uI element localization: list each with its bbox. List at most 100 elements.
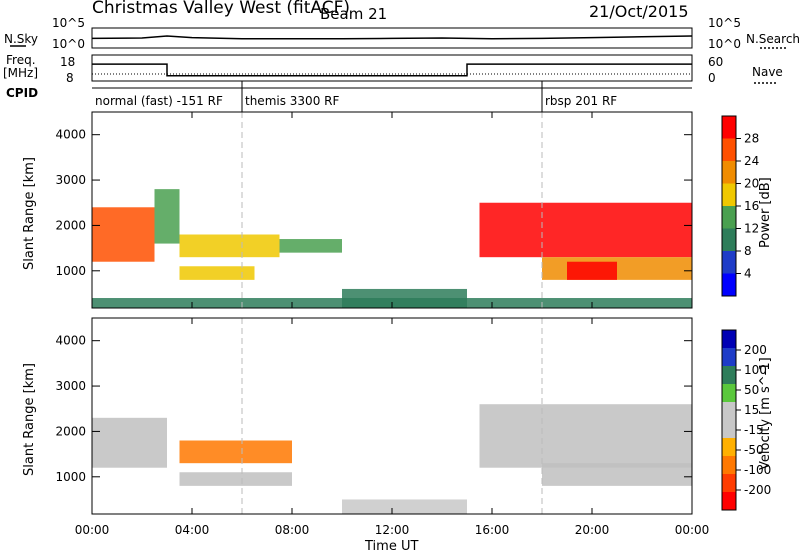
colorbar-swatch: [722, 251, 736, 274]
colorbar-tick-label: 24: [744, 154, 759, 168]
velocity-y-axis-label: Slant Range [km]: [22, 363, 37, 476]
nsky-label: N.Sky: [4, 32, 38, 46]
colorbar-tick-label: 28: [744, 132, 759, 146]
y-tick-label: 3000: [55, 173, 86, 187]
freq-right-tick-top: 60: [708, 55, 723, 69]
freq-line: [92, 63, 692, 77]
freq-left-tick-bottom: 8: [66, 71, 74, 85]
nsky-line: [91, 35, 693, 40]
colorbar-swatch: [722, 366, 736, 384]
noise-left-tick-top: 10^5: [52, 16, 85, 30]
x-tick-label: 00:00: [675, 523, 710, 537]
heatmap-cell: [567, 261, 617, 280]
y-tick-label: 1000: [55, 470, 86, 484]
cpid-segment-label: themis 3300 RF: [245, 94, 339, 108]
cpid-label: CPID: [6, 86, 38, 100]
colorbar-tick-label: 4: [744, 267, 752, 281]
x-tick-label: 00:00: [75, 523, 110, 537]
y-tick-label: 4000: [55, 128, 86, 142]
nsearch-label: N.Search: [746, 32, 800, 46]
colorbar-tick-label: 20: [744, 177, 759, 191]
heatmap-cell: [179, 266, 255, 280]
colorbar-frame: [721, 329, 737, 511]
colorbar-swatch: [722, 273, 736, 296]
x-tick-label: 20:00: [575, 523, 610, 537]
heatmap-cell: [179, 440, 292, 464]
colorbar-swatch: [722, 138, 736, 161]
power-panel: [91, 111, 693, 309]
heatmap-cell: [154, 189, 180, 244]
colorbar-swatch: [722, 330, 736, 348]
beam-label: Beam 21: [320, 5, 387, 23]
freq-left-tick-top: 18: [60, 55, 75, 69]
colorbar-swatch: [722, 161, 736, 184]
colorbar-tick-label: -100: [744, 463, 771, 477]
colorbar-tick-label: -50: [744, 443, 764, 457]
velocity-colorbar: 200 100 50 15 -15 -50 -100 -200: [721, 329, 771, 511]
freq-series: [92, 63, 692, 77]
colorbar-swatch: [722, 492, 736, 510]
cpid-segment-label: normal (fast) -151 RF: [95, 94, 223, 108]
heatmap-cell: [92, 417, 167, 468]
power-colorbar: 28 24 20 16 12 8 4: [721, 115, 759, 297]
colorbar-tick-label: 16: [744, 199, 759, 213]
x-tick-label: 16:00: [475, 523, 510, 537]
y-tick-label: 4000: [55, 334, 86, 348]
power-y-axis: 4000 3000 2000 1000: [55, 128, 692, 278]
heatmap-cell: [542, 463, 692, 486]
colorbar-swatch: [722, 384, 736, 402]
x-tick-label: 08:00: [275, 523, 310, 537]
colorbar-swatch: [722, 183, 736, 206]
colorbar-swatch: [722, 402, 736, 420]
colorbar-swatch: [722, 206, 736, 229]
heatmap-cell: [92, 207, 155, 262]
colorbar-swatch: [722, 474, 736, 492]
velocity-y-axis: 4000 3000 2000 1000: [55, 334, 692, 484]
colorbar-tick-label: 200: [744, 343, 767, 357]
nave-label: Nave: [752, 65, 783, 79]
colorbar-swatch: [722, 420, 736, 438]
velocity-colorbar-label: Velocity [m s^-1]: [758, 357, 773, 470]
colorbar-swatch: [722, 228, 736, 251]
colorbar-swatch: [722, 116, 736, 139]
noise-series: [91, 35, 693, 40]
time-x-axis: 00:00 04:00 08:00 12:00 16:00 20:00 00:00: [75, 112, 710, 537]
y-tick-label: 3000: [55, 379, 86, 393]
heatmap-cell: [179, 234, 280, 258]
y-tick-label: 1000: [55, 264, 86, 278]
velocity-heatmap: [92, 318, 692, 514]
y-tick-label: 2000: [55, 218, 86, 232]
colorbar-tick-label: 15: [744, 403, 759, 417]
heatmap-cell: [279, 239, 342, 253]
colorbar-tick-label: -200: [744, 483, 771, 497]
colorbar-swatch: [722, 348, 736, 366]
cpid-segment-label: rbsp 201 RF: [545, 94, 617, 108]
heatmap-cell: [479, 404, 692, 468]
power-heatmap: [92, 112, 692, 308]
colorbar-tick-label: 12: [744, 222, 759, 236]
freq-right-tick-bottom: 0: [708, 71, 716, 85]
freq-label-2: [MHz]: [3, 66, 38, 80]
x-tick-label: 04:00: [175, 523, 210, 537]
cpid-segments: normal (fast) -151 RF themis 3300 RF rbsp …: [95, 81, 617, 112]
power-y-axis-label: Slant Range [km]: [22, 157, 37, 270]
colorbar-tick-label: 100: [744, 363, 767, 377]
noise-left-tick-bottom: 10^0: [52, 37, 85, 51]
noise-right-tick-bottom: 10^0: [708, 37, 741, 51]
heatmap-cell: [179, 472, 292, 486]
heatmap-cell: [342, 499, 467, 514]
y-tick-label: 2000: [55, 424, 86, 438]
x-axis-label: Time UT: [364, 539, 418, 554]
power-colorbar-label: Power [dB]: [758, 177, 773, 248]
heatmap-cell: [479, 202, 692, 258]
noise-right-tick-top: 10^5: [708, 16, 741, 30]
station-title: Christmas Valley West (fitACF): [92, 0, 350, 18]
colorbar-tick-label: -15: [744, 423, 764, 437]
freq-panel-frame: [91, 54, 693, 82]
freq-label-1: Freq.: [6, 53, 36, 67]
colorbar-tick-label: 8: [744, 244, 752, 258]
colorbar-swatch: [722, 438, 736, 456]
velocity-panel: [91, 317, 693, 515]
colorbar-tick-label: 50: [744, 383, 759, 397]
